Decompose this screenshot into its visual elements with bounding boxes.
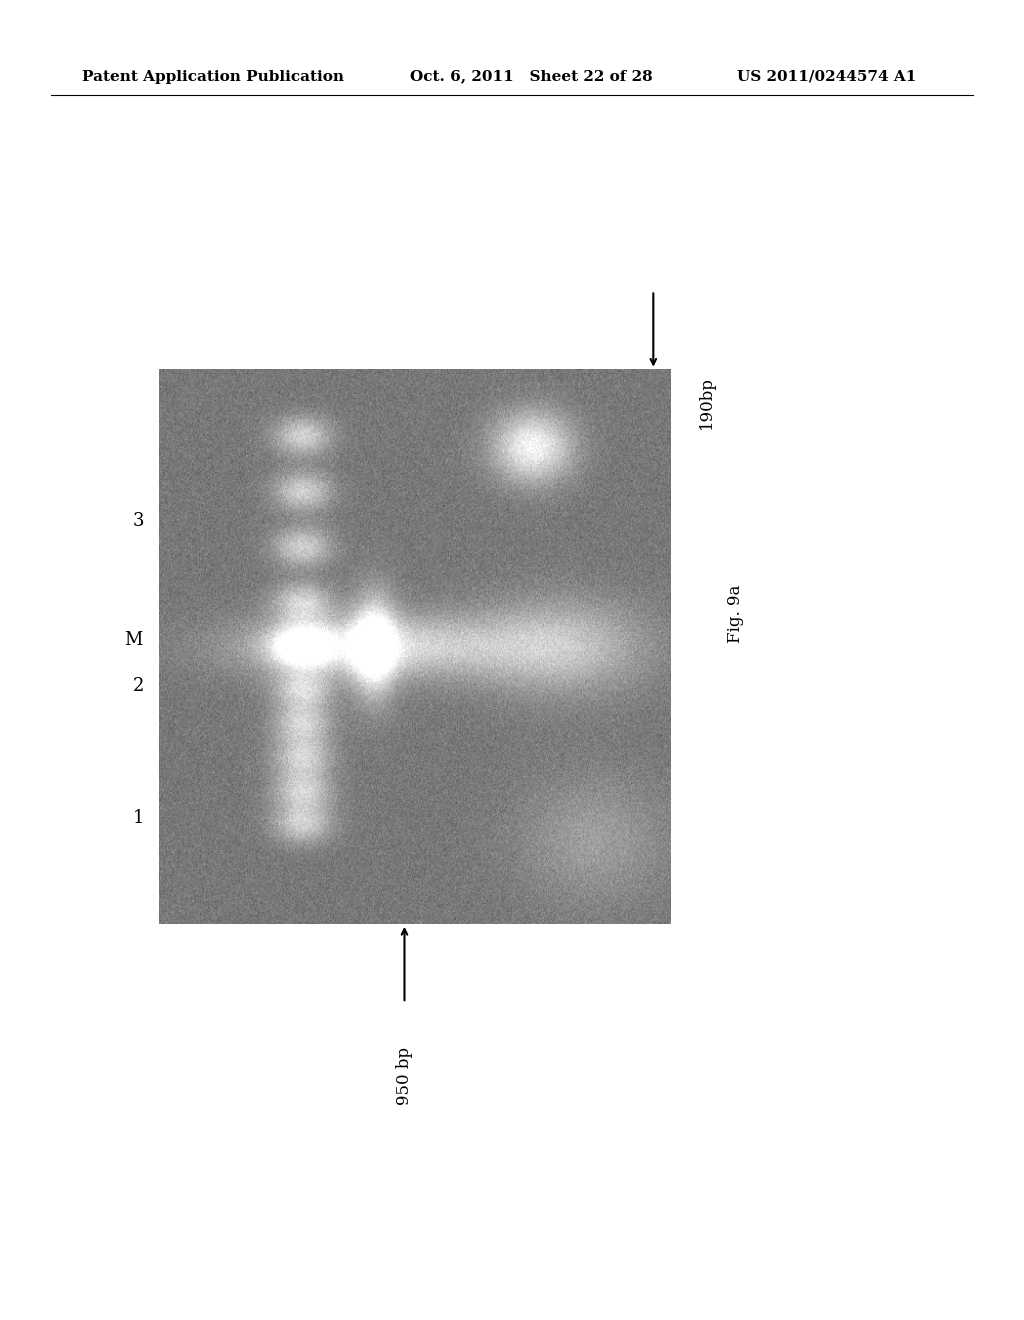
Text: Oct. 6, 2011   Sheet 22 of 28: Oct. 6, 2011 Sheet 22 of 28: [410, 70, 652, 83]
Text: US 2011/0244574 A1: US 2011/0244574 A1: [737, 70, 916, 83]
Text: 3: 3: [132, 512, 144, 531]
Text: Patent Application Publication: Patent Application Publication: [82, 70, 344, 83]
Text: Fig. 9a: Fig. 9a: [727, 585, 744, 643]
Text: 190bp: 190bp: [698, 376, 715, 429]
Text: 2: 2: [132, 677, 144, 696]
Text: 1: 1: [132, 809, 144, 828]
Text: M: M: [124, 631, 142, 649]
Text: 950 bp: 950 bp: [396, 1047, 413, 1105]
